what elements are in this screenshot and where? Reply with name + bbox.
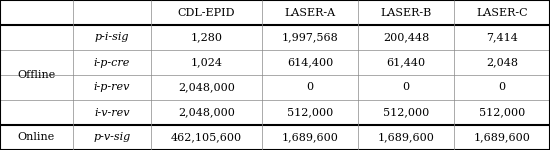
Text: 1,024: 1,024	[191, 57, 223, 68]
Text: 1,689,600: 1,689,600	[282, 132, 338, 142]
Text: 0: 0	[403, 82, 410, 93]
Text: Online: Online	[18, 132, 55, 142]
Text: 2,048: 2,048	[486, 57, 518, 68]
Text: 200,448: 200,448	[383, 33, 429, 42]
Text: 61,440: 61,440	[387, 57, 426, 68]
Text: i-p-cre: i-p-cre	[94, 57, 130, 68]
Text: 2,048,000: 2,048,000	[178, 108, 235, 117]
Text: p-v-sig: p-v-sig	[94, 132, 131, 142]
Text: 614,400: 614,400	[287, 57, 333, 68]
Text: 512,000: 512,000	[287, 108, 333, 117]
Text: 2,048,000: 2,048,000	[178, 82, 235, 93]
Text: 512,000: 512,000	[479, 108, 525, 117]
Text: 1,689,600: 1,689,600	[474, 132, 530, 142]
Text: LASER-B: LASER-B	[381, 8, 432, 18]
Text: 1,997,568: 1,997,568	[282, 33, 338, 42]
Text: 7,414: 7,414	[486, 33, 518, 42]
Text: p-i-sig: p-i-sig	[95, 33, 129, 42]
Text: Offline: Offline	[17, 70, 56, 80]
Text: LASER-A: LASER-A	[284, 8, 336, 18]
Text: i-v-rev: i-v-rev	[94, 108, 130, 117]
Text: CDL-EPID: CDL-EPID	[178, 8, 235, 18]
Text: LASER-C: LASER-C	[476, 8, 528, 18]
Text: 1,280: 1,280	[191, 33, 223, 42]
Text: 0: 0	[306, 82, 313, 93]
Text: 512,000: 512,000	[383, 108, 429, 117]
Text: 462,105,600: 462,105,600	[171, 132, 242, 142]
Text: 0: 0	[498, 82, 505, 93]
Text: 1,689,600: 1,689,600	[377, 132, 434, 142]
Text: i-p-rev: i-p-rev	[94, 82, 130, 93]
